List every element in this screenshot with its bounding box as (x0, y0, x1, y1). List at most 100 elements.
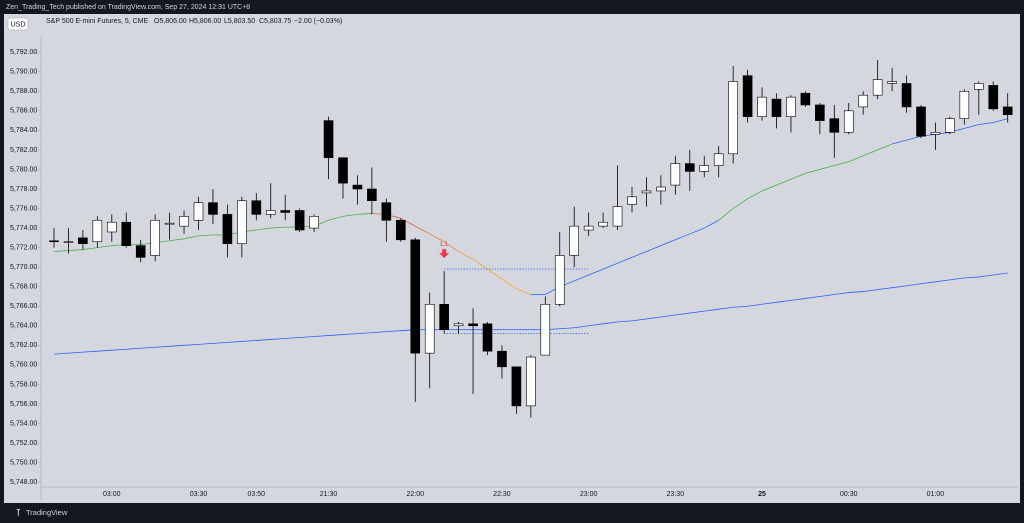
y-tick-label: 5,772.00 (10, 244, 37, 251)
y-tick-label: 5,770.00 (10, 264, 37, 271)
chart-bg (4, 14, 1020, 503)
moving-average (993, 118, 1008, 123)
moving-average (299, 336, 315, 338)
candle-body (916, 106, 926, 137)
candle-body (92, 219, 103, 243)
moving-average (241, 340, 257, 342)
candle-body (497, 350, 507, 368)
moving-average (978, 122, 994, 125)
currency-box[interactable] (7, 17, 29, 31)
candle-body (800, 92, 811, 106)
y-tick-label: 5,748.00 (10, 479, 37, 486)
candle-body (930, 132, 941, 135)
legend-value: −2.00 (−0.03%) (294, 18, 342, 25)
legend-value: H5,806.00 (189, 18, 221, 25)
moving-average (805, 169, 820, 174)
candle-body (988, 85, 999, 110)
candle-body (193, 202, 204, 221)
moving-average (646, 245, 662, 252)
candle-body (829, 118, 840, 133)
moving-average (863, 149, 878, 157)
moving-average (761, 184, 777, 192)
moving-average (689, 310, 705, 314)
candle-body (179, 216, 189, 227)
moving-average (819, 165, 835, 170)
candle-body (338, 157, 348, 184)
candle-body (973, 83, 984, 90)
y-tick-label: 5,758.00 (10, 381, 37, 388)
moving-average (660, 314, 676, 318)
legend-title: S&P 500 E-mini Futures, 5, CME (46, 18, 149, 25)
moving-average (920, 281, 936, 285)
candle-body (959, 90, 970, 119)
y-tick-label: 5,768.00 (10, 284, 37, 291)
moving-average (935, 279, 950, 283)
moving-average (68, 249, 83, 251)
y-tick-label: 5,776.00 (10, 205, 37, 212)
moving-average (53, 250, 69, 252)
y-tick-label: 5,752.00 (10, 440, 37, 447)
candle-body (771, 98, 782, 117)
moving-average (718, 306, 734, 310)
annotation-arrow (439, 249, 450, 259)
candle-body (742, 75, 753, 117)
candle-body (843, 110, 854, 133)
moving-average (328, 215, 344, 221)
candle-body (945, 118, 955, 133)
candle-body (265, 210, 276, 215)
moving-average (371, 331, 387, 334)
moving-average (949, 277, 965, 281)
moving-average (386, 330, 401, 333)
candle-body (554, 255, 565, 305)
moving-average (270, 226, 286, 229)
moving-average (342, 333, 358, 335)
moving-average (747, 190, 763, 200)
moving-average (111, 348, 127, 351)
candle-body (453, 323, 464, 327)
moving-average (169, 344, 185, 347)
moving-average (443, 241, 459, 252)
x-tick-label: 21:30 (320, 491, 338, 498)
y-tick-label: 5,750.00 (10, 459, 37, 466)
moving-average (559, 327, 575, 330)
moving-average (574, 325, 589, 329)
candle-body (294, 210, 305, 231)
moving-average (183, 235, 199, 240)
moving-average (285, 337, 300, 339)
moving-average (848, 155, 864, 163)
candle-body (887, 81, 897, 84)
moving-average (834, 292, 849, 295)
moving-average (429, 233, 445, 243)
moving-average (776, 299, 792, 303)
candle-body (323, 120, 334, 159)
candle-body (150, 219, 160, 256)
candle-body (901, 83, 912, 108)
candle-body (858, 94, 869, 108)
moving-average (631, 318, 647, 322)
moving-average (198, 342, 213, 345)
moving-average (646, 316, 661, 320)
y-tick-label: 5,760.00 (10, 362, 37, 369)
moving-average (169, 238, 185, 242)
y-tick-label: 5,788.00 (10, 88, 37, 95)
moving-average (82, 350, 98, 353)
candle-body (511, 366, 522, 407)
moving-average (747, 303, 763, 307)
candle-body (670, 163, 681, 186)
moving-average (227, 341, 242, 343)
moving-average (53, 352, 69, 355)
y-tick-label: 5,780.00 (10, 166, 37, 173)
candle-body (728, 81, 738, 155)
moving-average (891, 139, 907, 145)
moving-average (790, 172, 806, 180)
moving-average (617, 320, 633, 323)
moving-average (993, 272, 1008, 276)
candle-body (872, 79, 883, 96)
brand-logo: ⊺ (16, 507, 21, 517)
candle-body (424, 303, 435, 354)
moving-average (733, 305, 748, 308)
moving-average (790, 298, 806, 301)
moving-average (501, 278, 517, 289)
candle-body (786, 96, 796, 117)
